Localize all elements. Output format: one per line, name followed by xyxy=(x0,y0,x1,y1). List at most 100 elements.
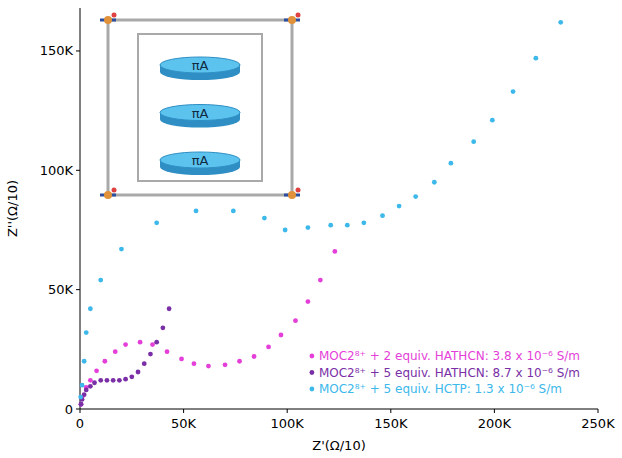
x-tick xyxy=(598,409,599,413)
annotation: πA xyxy=(192,106,209,121)
data-point xyxy=(448,161,453,166)
data-point xyxy=(117,378,122,383)
data-point xyxy=(123,342,128,347)
x-tick xyxy=(287,409,288,413)
data-point xyxy=(88,378,93,383)
data-point xyxy=(165,349,170,354)
data-point xyxy=(92,380,97,385)
y-tick-label: 0 xyxy=(65,402,73,417)
data-point xyxy=(88,306,93,311)
cage-metal xyxy=(104,191,112,199)
series xyxy=(79,249,338,407)
x-tick xyxy=(494,409,495,413)
y-tick xyxy=(76,289,80,290)
cage-metal xyxy=(288,191,296,199)
y-tick xyxy=(76,50,80,51)
data-point xyxy=(160,325,165,330)
x-tick-label: 250K xyxy=(581,416,615,431)
data-point xyxy=(231,208,236,213)
y-tick xyxy=(76,409,80,410)
data-point xyxy=(558,20,563,25)
data-point xyxy=(79,402,84,407)
data-point xyxy=(113,349,118,354)
data-point xyxy=(79,402,84,407)
data-point xyxy=(413,194,418,199)
legend-marker xyxy=(310,370,315,375)
annotation: πA xyxy=(192,153,209,168)
cage-atom xyxy=(296,188,301,193)
data-point xyxy=(94,368,99,373)
data-point xyxy=(84,330,89,335)
x-tick-label: 150K xyxy=(374,416,408,431)
data-point xyxy=(192,361,197,366)
data-point xyxy=(111,378,116,383)
data-point xyxy=(318,278,323,283)
disk-top xyxy=(160,105,240,121)
cage-atom xyxy=(112,188,117,193)
data-point xyxy=(98,278,103,283)
data-point xyxy=(511,89,516,94)
data-point xyxy=(154,340,159,345)
data-point xyxy=(142,361,147,366)
data-point xyxy=(123,377,128,382)
x-tick-label: 0 xyxy=(76,416,84,431)
legend-label: MOC2⁸⁺ + 5 equiv. HCTP: 1.3 x 10⁻⁶ S/m xyxy=(319,382,562,396)
disk-top xyxy=(160,57,240,73)
x-tick-label: 200K xyxy=(478,416,512,431)
data-point xyxy=(279,333,284,338)
data-point xyxy=(84,388,89,393)
y-tick xyxy=(76,170,80,171)
cage-frame xyxy=(108,20,292,195)
data-point xyxy=(361,220,366,225)
cage-inner xyxy=(138,34,262,181)
data-point xyxy=(154,220,159,225)
y-axis-title: Z''(Ω/10) xyxy=(5,180,20,237)
data-point xyxy=(397,204,402,209)
data-point xyxy=(105,378,110,383)
data-point xyxy=(262,216,267,221)
data-point xyxy=(266,345,271,350)
disk-top xyxy=(160,152,240,168)
cage-atom xyxy=(296,13,301,18)
data-point xyxy=(194,208,199,213)
data-point xyxy=(78,395,83,400)
annotation: πA xyxy=(192,58,209,73)
data-point xyxy=(306,299,311,304)
data-point xyxy=(306,225,311,230)
data-point xyxy=(80,383,85,388)
x-axis-title: Z'(Ω/10) xyxy=(312,438,365,453)
data-point xyxy=(490,118,495,123)
data-point xyxy=(150,342,155,347)
data-point xyxy=(82,359,87,364)
legend-marker xyxy=(310,354,315,359)
series xyxy=(79,306,172,406)
data-point xyxy=(119,247,124,252)
data-point xyxy=(88,384,93,389)
data-point xyxy=(98,378,103,383)
cage-atom xyxy=(112,13,117,18)
data-point xyxy=(432,180,437,185)
data-point xyxy=(129,374,134,379)
legend-marker xyxy=(310,387,315,392)
data-point xyxy=(138,340,143,345)
data-point xyxy=(471,139,476,144)
data-point xyxy=(206,364,211,369)
cage-metal xyxy=(104,16,112,24)
data-point xyxy=(167,306,172,311)
data-point xyxy=(283,228,288,233)
inset: πA πA πA xyxy=(100,13,301,200)
data-point xyxy=(293,318,298,323)
data-point xyxy=(223,362,228,367)
data-point xyxy=(533,56,538,61)
y-tick-label: 150K xyxy=(40,43,74,58)
data-point xyxy=(328,223,333,228)
data-point xyxy=(252,354,257,359)
series xyxy=(78,20,563,400)
x-tick xyxy=(183,409,184,413)
x-tick xyxy=(80,409,81,413)
y-tick-label: 50K xyxy=(48,282,74,297)
x-axis xyxy=(80,409,598,410)
y-tick-label: 100K xyxy=(40,163,74,178)
data-point xyxy=(237,359,242,364)
data-point xyxy=(148,352,153,357)
